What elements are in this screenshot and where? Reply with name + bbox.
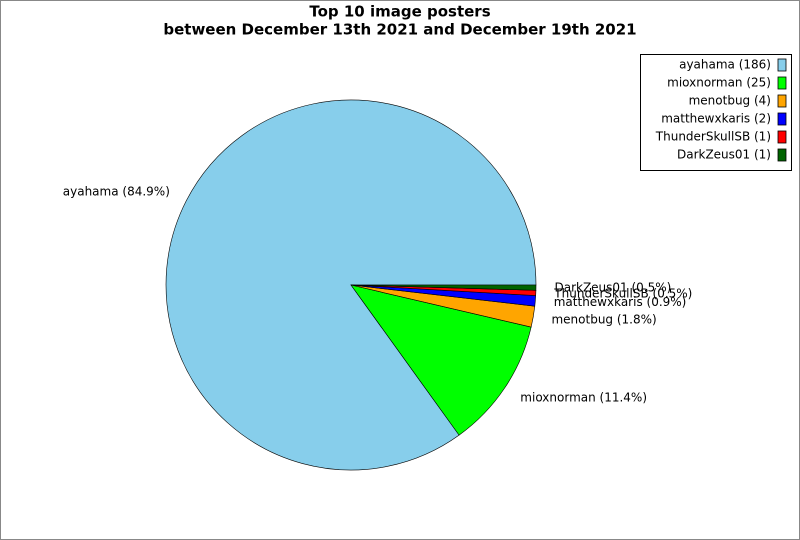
- legend-label: menotbug (4): [689, 94, 771, 108]
- legend-label: DarkZeus01 (1): [677, 148, 771, 162]
- legend-swatch: [777, 148, 787, 162]
- legend-swatch: [777, 76, 787, 90]
- slice-label: ThunderSkullSB (0.5%): [553, 286, 692, 300]
- slice-label: ayahama (84.9%): [63, 185, 170, 199]
- legend-label: ThunderSkullSB (1): [655, 130, 771, 144]
- slice-label: matthewxkaris (0.9%): [554, 295, 687, 309]
- legend-box: [640, 54, 792, 171]
- pie-slice: [350, 284, 537, 291]
- pie-slice: [350, 284, 532, 436]
- legend-swatch: [777, 58, 787, 72]
- legend-swatch: [777, 130, 787, 144]
- slice-label: mioxnorman (11.4%): [520, 390, 647, 404]
- legend-label: matthewxkaris (2): [661, 112, 771, 126]
- legend-label: mioxnorman (25): [667, 76, 771, 90]
- chart-title: Top 10 image posters: [309, 3, 490, 21]
- legend-swatch: [777, 94, 787, 108]
- slice-label: menotbug (1.8%): [551, 312, 656, 326]
- legend-swatch: [777, 112, 787, 126]
- chart-subtitle: between December 13th 2021 and December …: [163, 21, 636, 39]
- slice-label: DarkZeus01 (0.5%): [554, 280, 671, 294]
- legend-label: ayahama (186): [679, 58, 771, 72]
